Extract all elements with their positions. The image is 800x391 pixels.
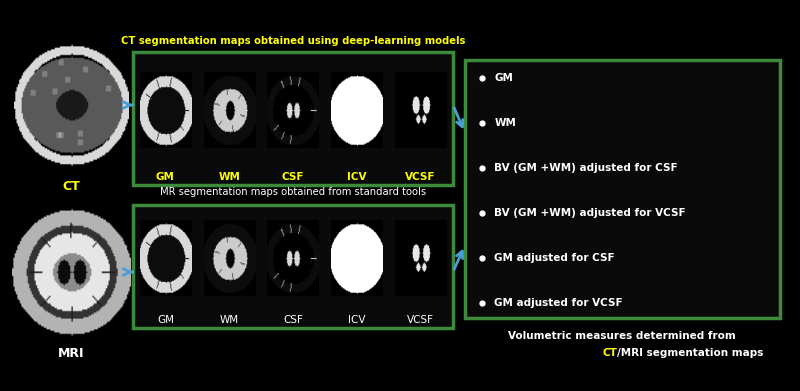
Text: WM: WM bbox=[494, 118, 516, 128]
Text: CT: CT bbox=[62, 180, 80, 193]
Text: ICV: ICV bbox=[348, 315, 366, 325]
Text: WM: WM bbox=[218, 172, 240, 182]
Text: Volumetric measures determined from: Volumetric measures determined from bbox=[509, 331, 736, 341]
Text: BV (GM +WM) adjusted for CSF: BV (GM +WM) adjusted for CSF bbox=[494, 163, 678, 173]
Text: GM: GM bbox=[494, 73, 513, 83]
Text: CT segmentation maps obtained using deep-learning models: CT segmentation maps obtained using deep… bbox=[121, 36, 465, 46]
Text: MR segmentation maps obtained from standard tools: MR segmentation maps obtained from stand… bbox=[160, 187, 426, 197]
FancyBboxPatch shape bbox=[133, 52, 453, 185]
Text: GM: GM bbox=[157, 315, 174, 325]
Text: /MRI segmentation maps: /MRI segmentation maps bbox=[618, 348, 764, 358]
Text: BV (GM +WM) adjusted for VCSF: BV (GM +WM) adjusted for VCSF bbox=[494, 208, 686, 218]
Text: CSF: CSF bbox=[282, 172, 304, 182]
Text: GM adjusted for VCSF: GM adjusted for VCSF bbox=[494, 298, 623, 308]
FancyBboxPatch shape bbox=[465, 60, 780, 318]
FancyBboxPatch shape bbox=[133, 205, 453, 328]
Text: VCSF: VCSF bbox=[405, 172, 436, 182]
Text: VCSF: VCSF bbox=[407, 315, 434, 325]
Text: CT: CT bbox=[602, 348, 618, 358]
Text: MRI: MRI bbox=[58, 347, 84, 360]
Text: WM: WM bbox=[220, 315, 238, 325]
Text: ICV: ICV bbox=[347, 172, 366, 182]
Text: CSF: CSF bbox=[283, 315, 303, 325]
Text: GM adjusted for CSF: GM adjusted for CSF bbox=[494, 253, 615, 263]
Text: GM: GM bbox=[156, 172, 175, 182]
